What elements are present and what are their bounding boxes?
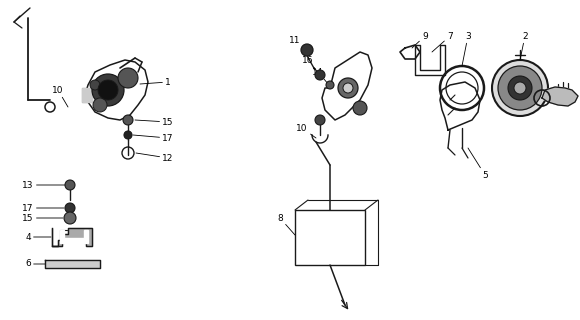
Circle shape <box>124 131 132 139</box>
Text: 17: 17 <box>22 204 64 212</box>
Text: 13: 13 <box>22 180 65 189</box>
Circle shape <box>93 98 107 112</box>
Text: 8: 8 <box>277 213 295 235</box>
Text: 10: 10 <box>52 85 68 107</box>
Circle shape <box>90 80 100 90</box>
Polygon shape <box>45 260 100 268</box>
Text: 17: 17 <box>133 133 174 142</box>
Bar <box>295 210 365 265</box>
Polygon shape <box>440 82 480 130</box>
Text: 3: 3 <box>462 31 471 66</box>
Text: 15: 15 <box>135 117 174 126</box>
Circle shape <box>343 83 353 93</box>
Text: 15: 15 <box>22 213 63 222</box>
Text: 10: 10 <box>296 124 316 138</box>
Polygon shape <box>60 230 88 243</box>
Circle shape <box>123 115 133 125</box>
Text: 11: 11 <box>289 36 308 50</box>
Circle shape <box>326 81 334 89</box>
Polygon shape <box>82 88 92 102</box>
Text: 14: 14 <box>312 68 329 85</box>
Circle shape <box>64 212 76 224</box>
Circle shape <box>508 76 532 100</box>
Circle shape <box>315 70 325 80</box>
Text: 12: 12 <box>136 153 173 163</box>
Polygon shape <box>52 228 92 246</box>
Text: 2: 2 <box>520 31 528 60</box>
Text: 7: 7 <box>432 31 453 52</box>
Text: 16: 16 <box>302 55 320 75</box>
Circle shape <box>65 203 75 213</box>
Circle shape <box>92 74 124 106</box>
Circle shape <box>65 180 75 190</box>
Polygon shape <box>322 52 372 120</box>
Polygon shape <box>85 60 148 120</box>
Text: 5: 5 <box>468 148 488 180</box>
Text: 9: 9 <box>412 31 428 48</box>
Circle shape <box>338 78 358 98</box>
Text: 6: 6 <box>25 260 45 268</box>
Circle shape <box>118 68 138 88</box>
Text: 1: 1 <box>140 77 171 86</box>
Circle shape <box>315 115 325 125</box>
Circle shape <box>353 101 367 115</box>
Polygon shape <box>415 45 445 75</box>
Polygon shape <box>542 87 578 106</box>
Circle shape <box>514 82 526 94</box>
Circle shape <box>492 60 548 116</box>
Circle shape <box>498 66 542 110</box>
Text: 4: 4 <box>25 233 51 242</box>
Circle shape <box>98 80 118 100</box>
Polygon shape <box>400 45 420 59</box>
Circle shape <box>301 44 313 56</box>
